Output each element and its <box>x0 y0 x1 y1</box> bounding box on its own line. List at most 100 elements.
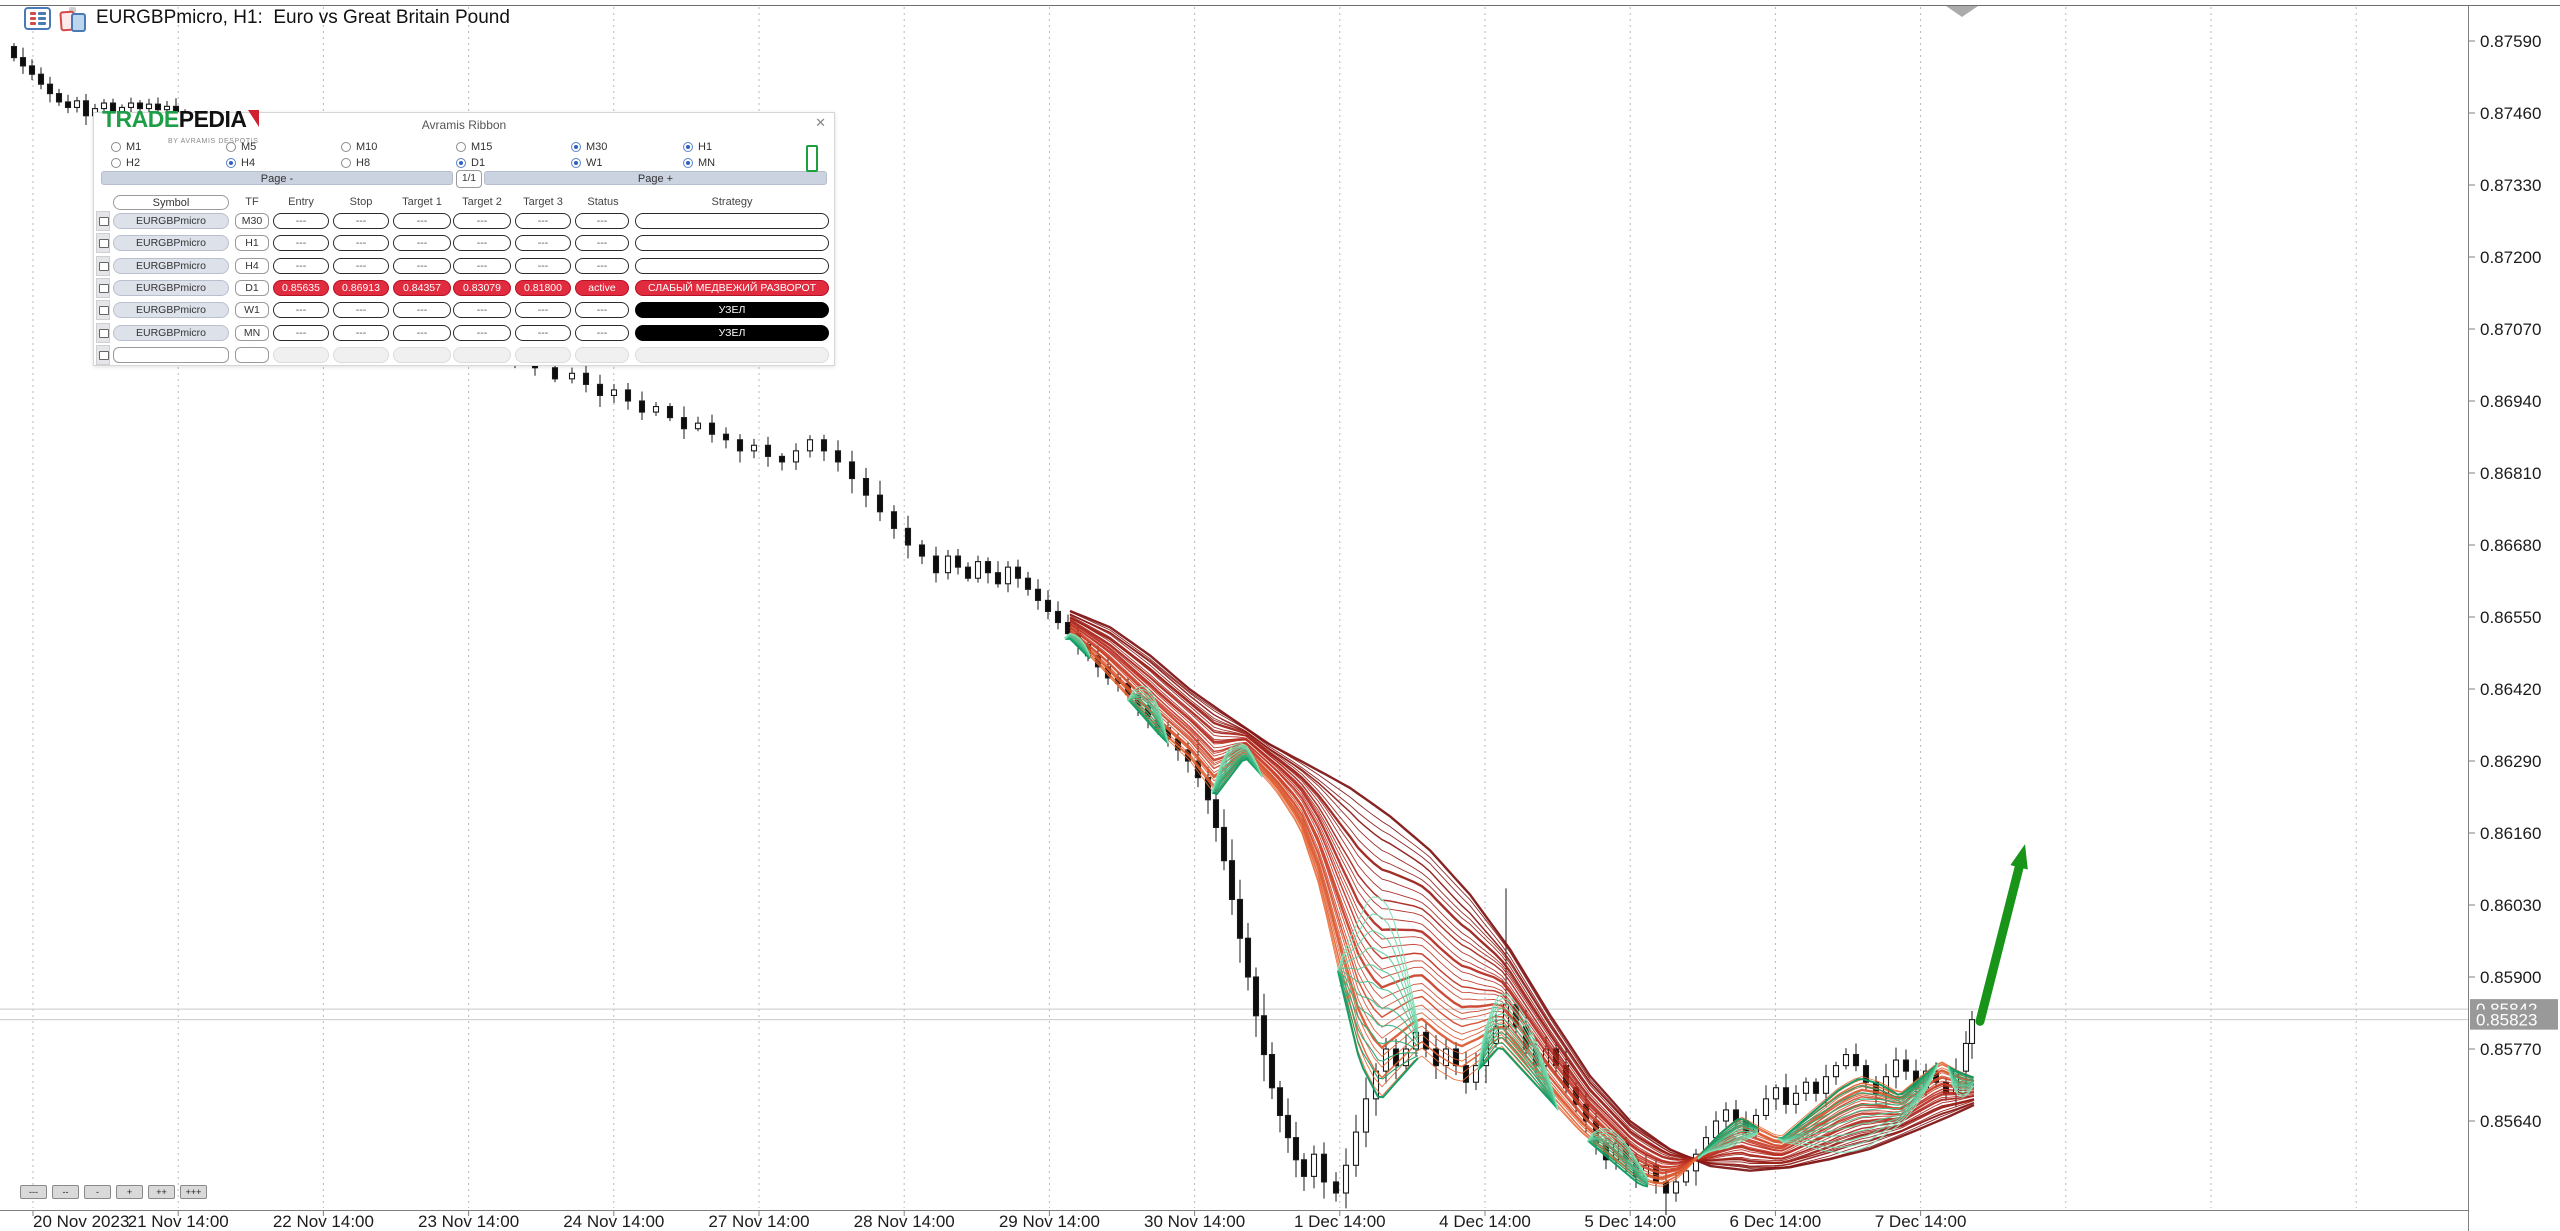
entry-cell: --- <box>273 302 329 319</box>
target2-cell: --- <box>453 213 511 229</box>
timeframe-radio-h1[interactable]: H1 <box>683 141 712 153</box>
target3-cell: --- <box>515 257 571 274</box>
timeframe-radio-h4[interactable]: H4 <box>226 157 255 169</box>
entry-cell: --- <box>273 235 329 252</box>
row-handle-icon[interactable] <box>96 322 110 343</box>
timeframe-cell: D1 <box>235 279 269 296</box>
target1-cell: --- <box>393 302 451 319</box>
avramis-ribbon-panel: Avramis Ribbon ✕ TRADEPEDIA BY AVRAMIS D… <box>93 107 835 366</box>
stop-cell: --- <box>333 324 389 341</box>
radio-dot-icon <box>226 142 236 152</box>
symbol-cell <box>113 346 229 363</box>
target3-cell <box>515 346 571 363</box>
objects-icon[interactable] <box>59 6 87 32</box>
svg-text:0.85640: 0.85640 <box>2480 1112 2541 1131</box>
timeframe-radio-mn[interactable]: MN <box>683 157 715 169</box>
timeframe-radio-m1[interactable]: M1 <box>111 141 141 153</box>
page-plus-button[interactable]: Page + <box>484 171 827 185</box>
target1-cell: --- <box>393 213 451 229</box>
target1-cell: --- <box>393 324 451 341</box>
logo-part-black: PEDIA <box>178 106 247 132</box>
target1-cell: 0.84357 <box>393 279 451 296</box>
row-handle-icon[interactable] <box>96 233 110 254</box>
svg-text:7 Dec 14:00: 7 Dec 14:00 <box>1875 1212 1967 1231</box>
radio-dot-icon <box>341 158 351 168</box>
row-handle-icon[interactable] <box>96 211 110 231</box>
symbol-cell: EURGBPmicro <box>113 257 229 274</box>
radio-label: M5 <box>241 141 257 153</box>
svg-text:0.87070: 0.87070 <box>2480 320 2541 339</box>
svg-text:30 Nov 14:00: 30 Nov 14:00 <box>1144 1212 1245 1231</box>
svg-text:27 Nov 14:00: 27 Nov 14:00 <box>708 1212 809 1231</box>
chart-zoom-toolbar: --- -- - + ++ +++ <box>20 1185 207 1199</box>
symbol-cell: EURGBPmicro <box>113 235 229 252</box>
timeframe-radio-m15[interactable]: M15 <box>456 141 492 153</box>
stop-cell: --- <box>333 235 389 252</box>
svg-text:0.85900: 0.85900 <box>2480 968 2541 987</box>
chart-frame <box>0 5 2560 1231</box>
radio-label: D1 <box>471 157 486 169</box>
page-indicator: 1/1 <box>456 170 482 188</box>
chart-zoom-button[interactable]: + <box>116 1185 143 1199</box>
target3-cell: --- <box>515 213 571 229</box>
radio-label: M10 <box>356 141 378 153</box>
svg-text:0.85823: 0.85823 <box>2476 1011 2537 1030</box>
target2-cell: --- <box>453 324 511 341</box>
chart-zoom-button[interactable]: ++ <box>148 1185 175 1199</box>
status-cell: active <box>575 279 629 296</box>
timeframe-radio-m30[interactable]: M30 <box>571 141 607 153</box>
accounts-list-icon[interactable] <box>24 6 51 30</box>
bid-badge: 0.85823 <box>2470 1009 2558 1030</box>
radio-dot-icon <box>111 158 121 168</box>
status-cell <box>575 346 629 363</box>
stop-cell <box>333 346 389 363</box>
target2-cell: --- <box>453 257 511 274</box>
row-handle-icon[interactable] <box>96 255 110 276</box>
strategy-cell <box>635 213 829 229</box>
row-handle-icon[interactable] <box>96 300 110 321</box>
svg-text:0.87460: 0.87460 <box>2480 104 2541 123</box>
symbol-cell: EURGBPmicro <box>113 324 229 341</box>
row-handle-icon[interactable] <box>96 344 110 365</box>
timeframe-radio-m10[interactable]: M10 <box>341 141 377 153</box>
column-header-status: Status <box>587 196 619 208</box>
timeframe-radio-w1[interactable]: W1 <box>571 157 603 169</box>
strategy-cell: УЗЕЛ <box>635 324 829 341</box>
svg-text:0.87200: 0.87200 <box>2480 248 2541 267</box>
svg-text:0.86550: 0.86550 <box>2480 608 2541 627</box>
radio-dot-icon <box>341 142 351 152</box>
radio-label: M1 <box>126 141 142 153</box>
timeframe-radio-h2[interactable]: H2 <box>111 157 140 169</box>
close-icon[interactable]: ✕ <box>815 115 826 130</box>
chart-zoom-button[interactable]: - <box>84 1185 111 1199</box>
timeframe-radio-d1[interactable]: D1 <box>456 157 485 169</box>
chart-zoom-button[interactable]: -- <box>52 1185 79 1199</box>
timeframe-cell: H4 <box>235 257 269 274</box>
row-handle-icon[interactable] <box>96 277 110 298</box>
timeframe-radio-h8[interactable]: H8 <box>341 157 370 169</box>
window-expand-icon[interactable] <box>806 145 818 172</box>
target3-cell: --- <box>515 235 571 252</box>
column-header-stop: Stop <box>349 196 373 208</box>
chart-zoom-button[interactable]: --- <box>20 1185 47 1199</box>
strategy-cell: УЗЕЛ <box>635 302 829 319</box>
svg-text:24 Nov 14:00: 24 Nov 14:00 <box>563 1212 664 1231</box>
timeframe-cell <box>235 346 269 363</box>
column-header-tf: TF <box>245 196 259 208</box>
svg-text:23 Nov 14:00: 23 Nov 14:00 <box>418 1212 519 1231</box>
target1-cell: --- <box>393 257 451 274</box>
radio-dot-icon <box>571 142 581 152</box>
stop-cell: --- <box>333 213 389 229</box>
trend-arrow <box>1975 844 2028 1026</box>
radio-label: H2 <box>126 157 141 169</box>
page-minus-button[interactable]: Page - <box>101 171 453 185</box>
timeframe-radio-m5[interactable]: M5 <box>226 141 256 153</box>
svg-text:28 Nov 14:00: 28 Nov 14:00 <box>854 1212 955 1231</box>
svg-text:0.86940: 0.86940 <box>2480 392 2541 411</box>
tradepedia-logo: TRADEPEDIA BY AVRAMIS DESPOTIS <box>102 107 259 154</box>
target3-cell: --- <box>515 302 571 319</box>
status-cell: --- <box>575 235 629 252</box>
chart-zoom-button[interactable]: +++ <box>180 1185 207 1199</box>
